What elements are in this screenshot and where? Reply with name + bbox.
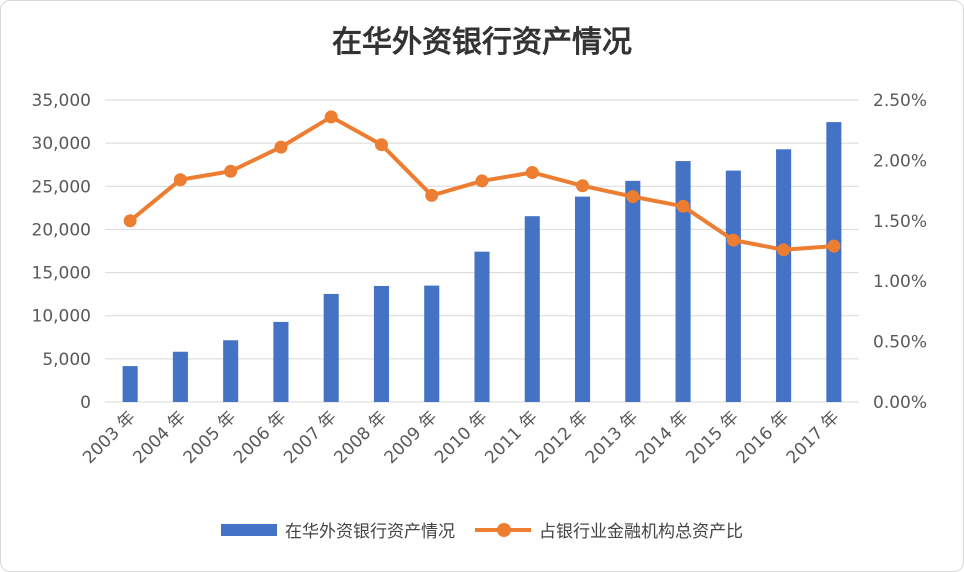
x-tick-label: 2003 年 <box>79 407 140 468</box>
line-point <box>123 214 137 228</box>
bar <box>574 196 591 402</box>
x-tick-label: 2005 年 <box>180 407 241 468</box>
bar <box>776 149 792 402</box>
bar <box>474 251 490 402</box>
bar <box>323 293 339 402</box>
line-point <box>827 239 841 253</box>
x-tick-label: 2006 年 <box>230 407 291 468</box>
line-point <box>425 188 439 202</box>
line-point <box>525 165 539 179</box>
line-point <box>224 164 238 178</box>
bar <box>373 285 390 402</box>
x-tick-label: 2011 年 <box>481 407 542 468</box>
x-tick-label: 2017 年 <box>783 407 844 468</box>
legend-item-bar: 在华外资银行资产情况 <box>221 517 455 542</box>
bar <box>625 180 641 402</box>
y-right-tick-label: 1.00% <box>873 272 927 292</box>
x-tick-label: 2015 年 <box>682 407 743 468</box>
line-point <box>173 173 187 187</box>
y-right-tick-label: 0.50% <box>873 333 927 353</box>
bar <box>826 122 842 403</box>
bar <box>122 366 138 402</box>
y-right-tick-label: 0.00% <box>873 393 927 413</box>
y-right-tick-label: 2.00% <box>873 151 927 171</box>
legend-label-line: 占银行业金融机构总资产比 <box>539 522 743 542</box>
legend-label-bar: 在华外资银行资产情况 <box>285 522 455 542</box>
y-right-tick-label: 1.50% <box>873 212 927 232</box>
bar <box>223 340 239 402</box>
y-left-tick-label: 20,000 <box>32 220 91 240</box>
legend-swatch-bar <box>221 523 277 536</box>
line-point <box>777 243 791 257</box>
y-left-tick-label: 35,000 <box>32 91 91 111</box>
y-left-tick-label: 30,000 <box>32 134 91 154</box>
y-left-tick-label: 0 <box>80 393 91 413</box>
bar <box>424 285 440 402</box>
y-right-tick-label: 2.50% <box>873 91 927 111</box>
x-tick-label: 2009 年 <box>381 407 442 468</box>
x-tick-label: 2013 年 <box>582 407 643 468</box>
bar <box>172 351 188 402</box>
chart-title: 在华外资银行资产情况 <box>332 25 632 60</box>
y-left-tick-label: 10,000 <box>32 307 91 327</box>
y-left-tick-label: 15,000 <box>32 264 91 284</box>
x-tick-label: 2004 年 <box>129 407 190 468</box>
line-point <box>475 174 489 188</box>
line-point <box>626 190 640 204</box>
line-point <box>726 233 740 247</box>
bar <box>524 216 540 402</box>
x-tick-label: 2008 年 <box>330 407 391 468</box>
legend-swatch-line <box>475 522 531 537</box>
line-point <box>274 140 288 154</box>
y-left-tick-label: 5,000 <box>42 350 91 370</box>
bar <box>273 321 289 402</box>
bar <box>725 170 741 402</box>
x-tick-label: 2012 年 <box>531 407 592 468</box>
x-tick-label: 2016 年 <box>733 407 794 468</box>
legend: 在华外资银行资产情况 占银行业金融机构总资产比 <box>1 517 963 542</box>
line-point <box>324 110 338 124</box>
x-tick-label: 2007 年 <box>280 407 341 468</box>
x-tick-label: 2010 年 <box>431 407 492 468</box>
legend-item-line: 占银行业金融机构总资产比 <box>475 517 743 542</box>
line-point <box>374 138 388 152</box>
line-point <box>576 179 590 193</box>
line-point <box>676 199 690 213</box>
x-tick-label: 2014 年 <box>632 407 693 468</box>
y-left-tick-label: 25,000 <box>32 177 91 197</box>
bar <box>675 161 691 402</box>
